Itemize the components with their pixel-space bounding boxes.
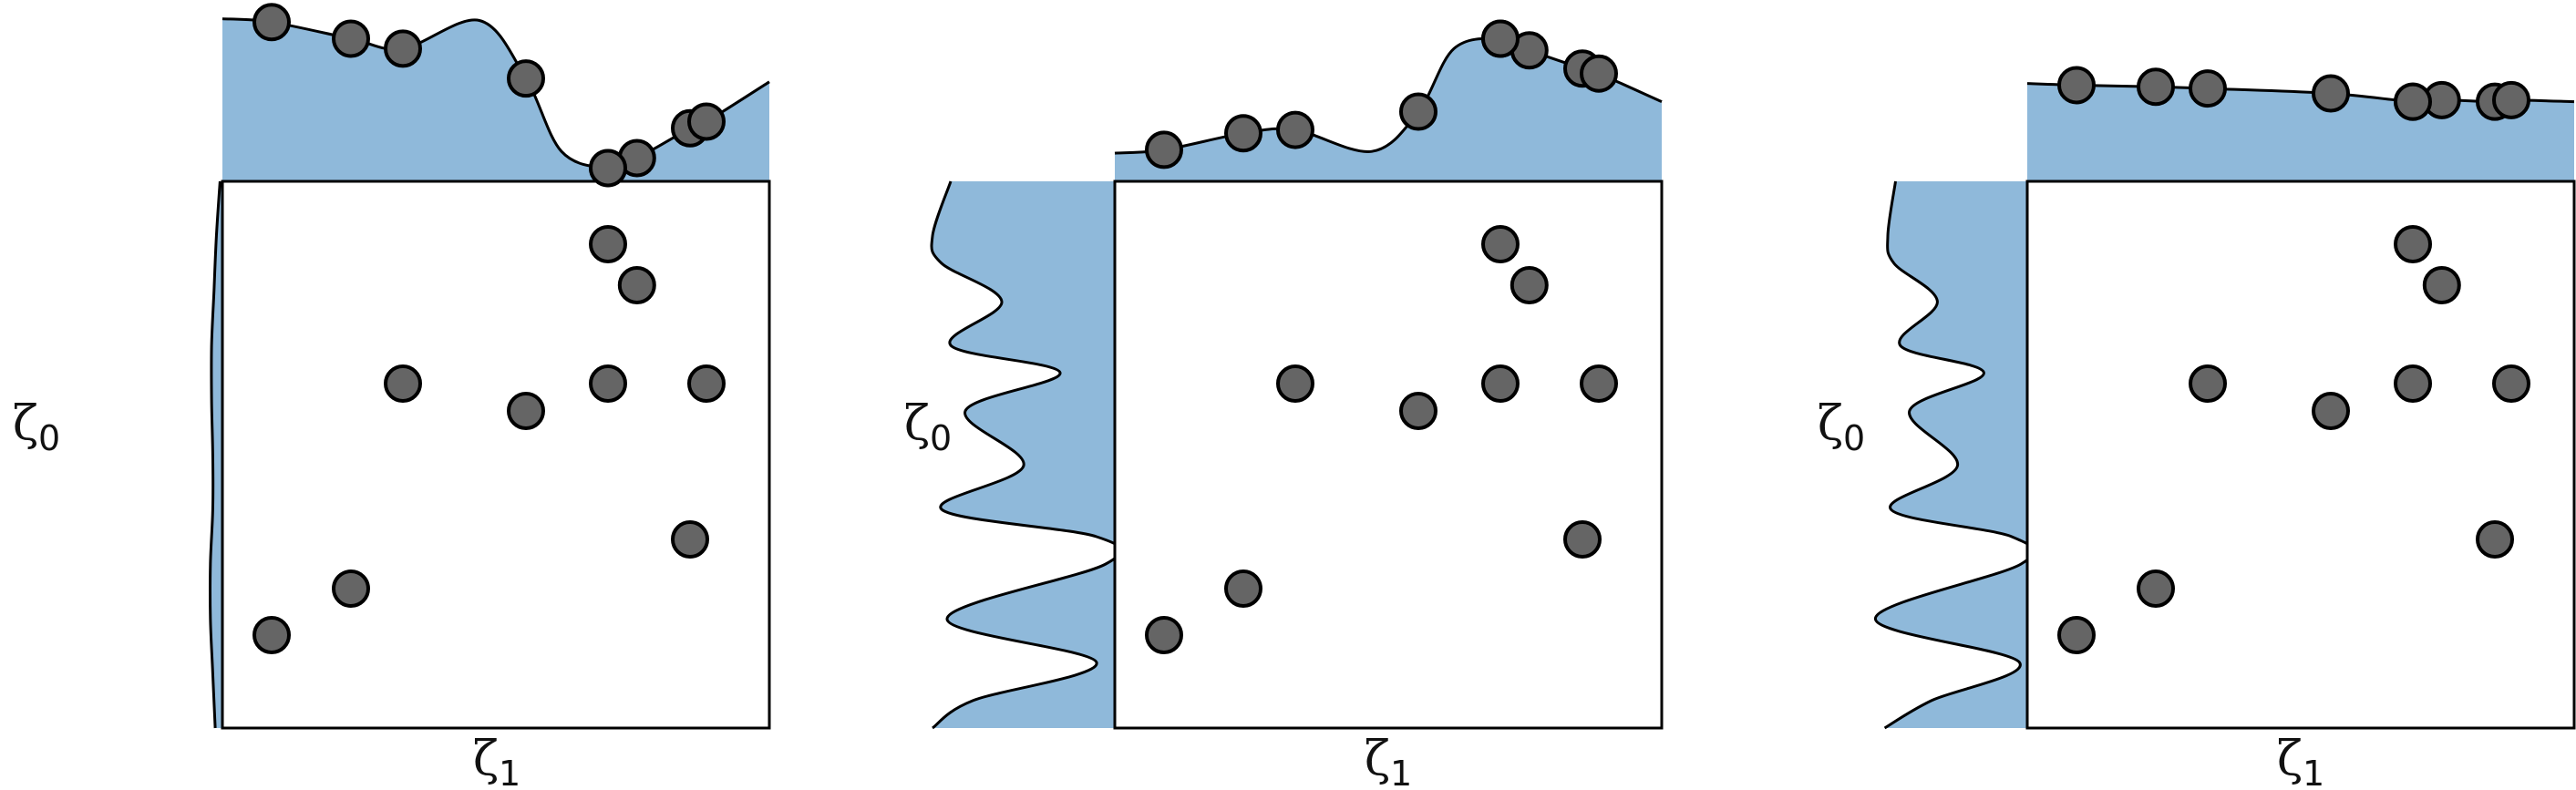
panel-2-marginal-point-1 xyxy=(1145,130,1183,169)
panel-2-point-6 xyxy=(1510,266,1549,304)
panel-3-marginal-point-8 xyxy=(2492,80,2530,119)
panel-1-marginal-point-1 xyxy=(252,3,291,42)
panel-2-xlabel: ζ1 xyxy=(1365,732,1412,790)
panel-3-point-7 xyxy=(2476,520,2514,559)
panel-2-point-5 xyxy=(1481,364,1520,403)
panel-3-point-1 xyxy=(2057,616,2096,654)
panel-2-marginal-point-4 xyxy=(1399,92,1437,131)
panel-2-points xyxy=(1145,19,1618,654)
panel-1-points xyxy=(252,3,726,654)
panel-1-ylabel: ζ0 xyxy=(13,396,60,458)
panel-3-ylabel: ζ0 xyxy=(1818,396,1865,458)
panel-3-marginal-point-4 xyxy=(2312,74,2350,113)
panel-1-marginal-point-8 xyxy=(687,102,726,141)
panel-2-point-4 xyxy=(1399,392,1437,430)
panel-2-point-3 xyxy=(1276,364,1314,403)
panel-3-marginal-point-3 xyxy=(2189,69,2227,108)
panel-1-point-3 xyxy=(384,364,422,403)
panel-1-marginal-point-3 xyxy=(384,29,422,68)
panel-2-marginal-point-3 xyxy=(1276,110,1314,149)
panel-2-plot-frame xyxy=(1113,180,1664,730)
panel-3-point-5 xyxy=(2394,364,2432,403)
panel-1-marginal-point-2 xyxy=(332,19,370,58)
panel-2: ζ1 ζ0 xyxy=(904,19,1664,790)
panel-3-points xyxy=(2057,66,2530,654)
panel-1-marginal-point-4 xyxy=(507,59,545,98)
panel-2-marginal-point-2 xyxy=(1224,114,1262,153)
panel-3-marginal-point-9 xyxy=(2394,82,2432,121)
panel-3-marginal-point-1 xyxy=(2057,66,2096,105)
panel-3-point-9 xyxy=(2394,225,2432,263)
panel-3-left-kde-line xyxy=(1873,180,2035,730)
panel-1: ζ1 ζ0 xyxy=(13,3,771,790)
panel-1-point-4 xyxy=(507,392,545,430)
panel-1-point-7 xyxy=(671,520,709,559)
panel-2-marginal-point-9 xyxy=(1481,19,1520,58)
panel-3-point-3 xyxy=(2189,364,2227,403)
panel-3-point-4 xyxy=(2312,392,2350,430)
panel-1-point-8 xyxy=(687,364,726,403)
panel-1-point-2 xyxy=(332,569,370,608)
panel-1-plot-frame xyxy=(221,180,771,730)
panel-2-point-8 xyxy=(1580,364,1618,403)
panel-1-point-9 xyxy=(589,225,627,263)
panel-2-point-2 xyxy=(1224,569,1262,608)
panel-2-left-kde-fill xyxy=(932,181,1121,728)
panel-2-marginal-point-8 xyxy=(1580,54,1618,93)
panel-1-marginal-point-9 xyxy=(589,149,627,188)
panel-2-point-9 xyxy=(1481,225,1520,263)
panel-3-point-2 xyxy=(2137,569,2175,608)
panel-1-point-5 xyxy=(589,364,627,403)
panel-2-left-kde-line xyxy=(930,180,1123,730)
panel-2-point-1 xyxy=(1145,616,1183,654)
panel-3-point-8 xyxy=(2492,364,2530,403)
panel-1-left-kde-line xyxy=(209,180,222,729)
panel-1-xlabel: ζ1 xyxy=(473,732,520,790)
panel-3-marginal-point-2 xyxy=(2137,67,2175,107)
panel-3-xlabel: ζ1 xyxy=(2277,732,2324,790)
panel-1-point-1 xyxy=(252,616,291,654)
panel-3-plot-frame xyxy=(2025,180,2576,730)
panel-3-point-6 xyxy=(2422,266,2461,304)
panel-1-top-kde-fill xyxy=(222,18,769,181)
panel-2-point-7 xyxy=(1563,520,1602,559)
panel-1-point-6 xyxy=(617,266,656,304)
panel-3: ζ1 ζ0 xyxy=(1818,66,2576,790)
panel-2-ylabel: ζ0 xyxy=(904,396,952,458)
